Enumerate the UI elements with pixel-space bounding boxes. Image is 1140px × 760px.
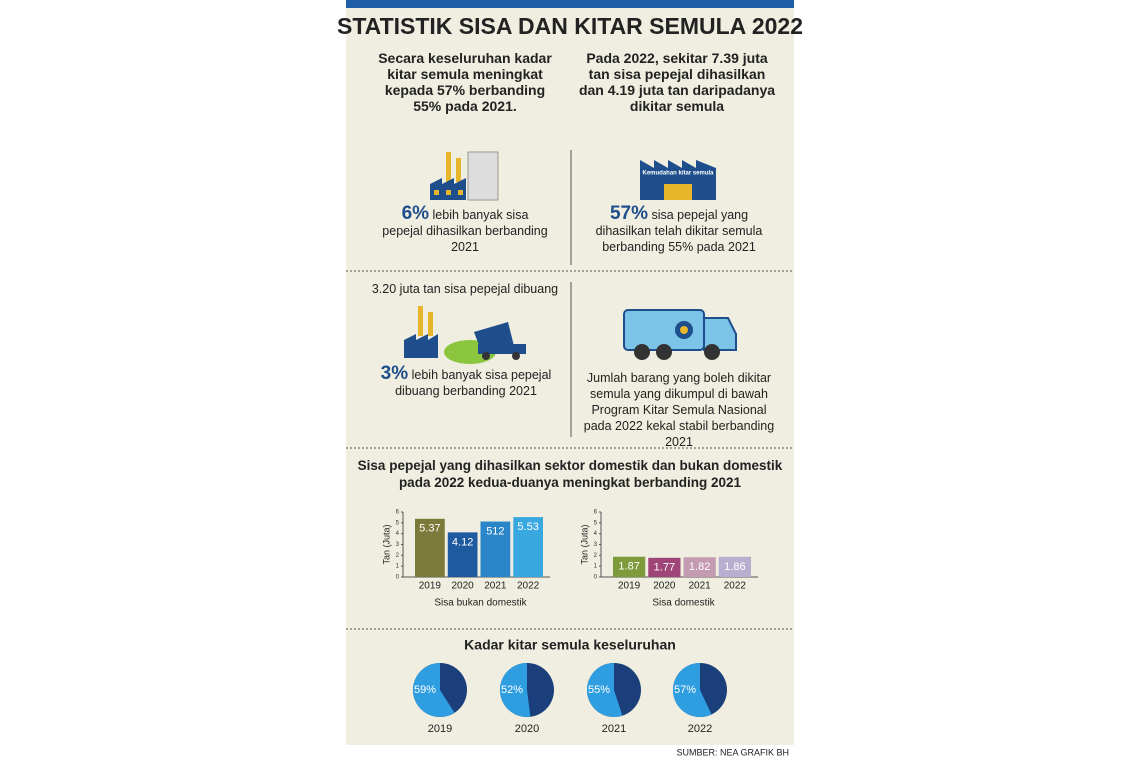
fact-highlight: 57% xyxy=(609,203,648,224)
y-tick-label: 3 xyxy=(396,542,400,548)
value-label: 1.77 xyxy=(654,562,675,574)
bar xyxy=(648,557,681,577)
bar xyxy=(718,556,751,577)
y-axis-label: Tan (Juta) xyxy=(579,524,589,564)
pie-slice xyxy=(587,663,623,718)
pie-slice xyxy=(413,663,455,717)
bar xyxy=(613,556,646,577)
bar xyxy=(447,532,478,577)
x-tick-label: 2022 xyxy=(517,581,540,592)
pie-year: 2019 xyxy=(428,723,452,735)
x-axis-label: Sisa domestik xyxy=(652,598,715,609)
y-tick-label: 5 xyxy=(594,520,598,526)
truck-icon xyxy=(623,309,737,360)
fact: Jumlah barang yang boleh dikitar semula … xyxy=(583,371,775,449)
top-bar xyxy=(346,0,794,8)
fact: 6% lebih banyak sisa pepejal dihasilkan … xyxy=(380,203,550,255)
fact: 3% lebih banyak sisa pepejal dibuang ber… xyxy=(376,363,556,399)
dump-icon xyxy=(404,306,526,364)
value-label: 5.53 xyxy=(517,521,538,533)
y-tick-label: 0 xyxy=(396,575,400,581)
fact-text: lebih banyak sisa pepejal dihasilkan ber… xyxy=(382,208,548,254)
x-tick-label: 2019 xyxy=(419,581,442,592)
y-tick-label: 1 xyxy=(396,564,400,570)
y-tick-label: 6 xyxy=(594,510,598,516)
pie-label: 52% xyxy=(501,684,523,696)
pie-label: 59% xyxy=(414,684,436,696)
y-tick-label: 4 xyxy=(396,531,400,537)
y-axis-label: Tan (Juta) xyxy=(381,524,391,564)
pie-year: 2020 xyxy=(515,723,539,735)
bar xyxy=(513,517,543,577)
y-tick-label: 4 xyxy=(594,531,598,537)
bar xyxy=(480,521,511,577)
icon-label: Kemudahan kitar semula xyxy=(642,171,714,177)
pie-slice xyxy=(673,663,712,717)
section-title: Sisa pepejal yang dihasilkan sektor dome… xyxy=(358,458,783,490)
x-tick-label: 2021 xyxy=(484,581,507,592)
y-tick-label: 5 xyxy=(396,520,400,526)
bar xyxy=(683,557,716,577)
source: SUMBER: NEA GRAFIK BH xyxy=(676,747,789,757)
y-tick-label: 3 xyxy=(594,542,598,548)
factory-icon xyxy=(430,151,499,201)
pie-title: Kadar kitar semula keseluruhan xyxy=(464,637,676,653)
x-tick-label: 2020 xyxy=(653,581,676,592)
pie-slice xyxy=(500,663,531,717)
x-tick-label: 2020 xyxy=(452,581,475,592)
fact: 57% sisa pepejal yang dihasilkan telah d… xyxy=(586,203,772,255)
bar xyxy=(415,518,445,577)
fact-heading: 3.20 juta tan sisa pepejal dibuang xyxy=(371,282,559,296)
pie-label: 57% xyxy=(674,684,696,696)
y-tick-label: 2 xyxy=(594,553,598,559)
value-label: 1.87 xyxy=(618,561,639,573)
recycling-facility-icon xyxy=(640,160,716,200)
intro: Secara keseluruhan kadar kitar semula me… xyxy=(378,50,552,114)
pie-label: 55% xyxy=(588,684,610,696)
y-tick-label: 1 xyxy=(594,564,598,570)
value-label: 1.82 xyxy=(689,561,710,573)
x-tick-label: 2019 xyxy=(618,581,641,592)
value-label: 4.12 xyxy=(452,536,473,548)
value-label: 1.86 xyxy=(724,561,745,573)
fact-text: sisa pepejal yang dihasilkan telah dikit… xyxy=(595,208,763,254)
y-tick-label: 0 xyxy=(594,575,598,581)
pie-year: 2021 xyxy=(602,723,626,735)
y-tick-label: 6 xyxy=(396,510,400,516)
fact-highlight: 6% xyxy=(401,203,430,224)
value-label: 512 xyxy=(486,525,504,537)
value-label: 5.37 xyxy=(419,523,440,535)
title: STATISTIK SISA DAN KITAR SEMULA 2022 xyxy=(337,13,803,39)
x-tick-label: 2022 xyxy=(724,581,747,592)
panel xyxy=(346,0,794,745)
fact-text: lebih banyak sisa pepejal dibuang berban… xyxy=(395,368,552,398)
fact-highlight: 3% xyxy=(380,363,409,384)
x-axis-label: Sisa bukan domestik xyxy=(434,598,527,609)
pie-year: 2022 xyxy=(688,723,712,735)
intro: Pada 2022, sekitar 7.39 juta tan sisa pe… xyxy=(578,50,776,114)
y-tick-label: 2 xyxy=(396,553,400,559)
x-tick-label: 2021 xyxy=(689,581,712,592)
